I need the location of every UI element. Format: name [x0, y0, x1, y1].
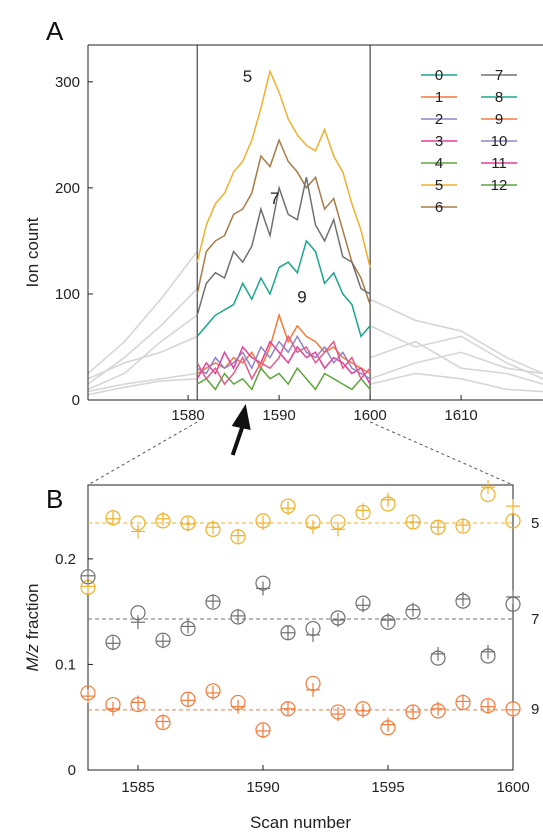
series-line-7: [196, 177, 371, 316]
legend-label-6: 6: [435, 199, 443, 216]
panel-b-y-tick-label: 0: [68, 762, 76, 779]
background-trace-7: [369, 298, 543, 375]
panel-a-x-tick-label: 1610: [444, 407, 477, 424]
panel-b-x-tick-label: 1595: [371, 779, 404, 796]
series-line-6: [196, 138, 371, 305]
background-trace-8: [369, 325, 543, 380]
panel-b-series-label-9: 9: [531, 701, 539, 718]
panel-b-y-axis-label: M/z fraction: [23, 584, 42, 672]
panel-b-letter: B: [46, 484, 63, 514]
panel-b-x-tick-label: 1590: [246, 779, 279, 796]
panel-b-series-label-7: 7: [531, 611, 539, 628]
data-circle-5: [505, 513, 521, 529]
series-annotation-7: 7: [270, 189, 279, 208]
panel-a-x-tick-label: 1600: [353, 407, 386, 424]
background-trace-2: [87, 251, 198, 375]
background-trace-11: [369, 372, 543, 393]
panel-a-x-tick-label: 1590: [262, 407, 295, 424]
series-annotation-5: 5: [243, 67, 252, 86]
background-trace-9: [369, 340, 543, 385]
legend-label-9: 9: [495, 111, 503, 128]
legend-label-12: 12: [491, 177, 508, 194]
panel-b-y-tick-label: 0.1: [55, 656, 76, 673]
series-line-9: [196, 312, 371, 375]
panel-a-y-tick-label: 300: [55, 74, 80, 91]
legend-label-2: 2: [435, 111, 443, 128]
zoom-connector-right: [369, 421, 514, 486]
legend-label-11: 11: [491, 155, 507, 172]
legend-label-0: 0: [435, 67, 443, 84]
background-trace-6: [87, 377, 198, 396]
panel-b-x-axis-label: Scan number: [250, 813, 351, 832]
panel-b-x-tick-label: 1600: [496, 779, 529, 796]
panel-a-letter: A: [46, 16, 64, 46]
panel-b-x-tick-label: 1585: [121, 779, 154, 796]
background-trace-4: [87, 335, 198, 380]
series-line-5: [196, 68, 371, 268]
series-annotation-9: 9: [297, 287, 306, 306]
legend-label-5: 5: [435, 177, 443, 194]
panel-a-y-tick-label: 200: [55, 180, 80, 197]
arrow-head: [231, 404, 251, 430]
panel-a-y-tick-label: 100: [55, 286, 80, 303]
legend-label-8: 8: [495, 89, 503, 106]
background-trace-3: [87, 314, 198, 391]
legend-label-4: 4: [435, 155, 443, 172]
panel-b-series-label-5: 5: [531, 515, 539, 532]
panel-a-x-tick-label: 1580: [171, 407, 204, 424]
panel-b-frame: [87, 484, 514, 771]
series-line-8: [196, 239, 371, 338]
background-trace-1: [87, 288, 198, 385]
zoom-connector-left: [87, 421, 198, 486]
background-trace-10: [369, 351, 543, 380]
series-line-3: [196, 334, 371, 386]
panel-a-y-tick-label: 0: [72, 392, 80, 409]
series-line-4: [196, 366, 371, 391]
background-trace-5: [87, 372, 198, 393]
legend-label-3: 3: [435, 133, 443, 150]
panel-b-y-tick-label: 0.2: [55, 551, 76, 568]
panel-a-y-axis-label: Ion count: [23, 217, 42, 287]
legend-label-10: 10: [491, 133, 508, 150]
legend-label-1: 1: [435, 89, 443, 106]
legend-label-7: 7: [495, 67, 503, 84]
